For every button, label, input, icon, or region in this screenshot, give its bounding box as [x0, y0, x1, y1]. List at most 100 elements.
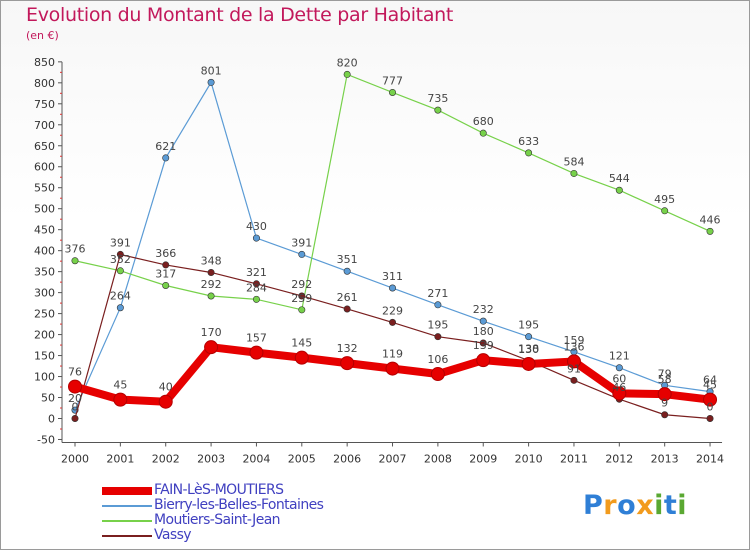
data-point-vassy: [434, 333, 442, 341]
y-tick-label: 700: [34, 119, 55, 132]
data-label-moutiers: 820: [337, 56, 358, 69]
data-point-fain: [249, 345, 264, 360]
data-label-moutiers: 633: [518, 135, 539, 148]
logo-letter: r: [603, 490, 618, 521]
data-label-bierry: 195: [518, 319, 539, 332]
x-tick-label: 2010: [515, 452, 543, 465]
data-point-fain: [566, 354, 581, 369]
data-label-vassy: 0: [707, 401, 714, 414]
data-point-vassy: [389, 318, 397, 326]
data-label-vassy: 0: [72, 401, 79, 414]
data-label-moutiers: 292: [201, 278, 222, 291]
x-tick-label: 2005: [288, 452, 316, 465]
data-label-vassy: 229: [382, 304, 403, 317]
data-label-fain: 139: [473, 339, 494, 352]
x-tick-label: 2008: [424, 452, 452, 465]
logo-letter: o: [617, 490, 637, 521]
data-label-vassy: 348: [201, 254, 222, 267]
data-label-moutiers: 352: [110, 253, 131, 266]
y-tick-label: 100: [34, 371, 55, 384]
data-point-moutiers: [661, 207, 669, 215]
y-tick-label: 200: [34, 329, 55, 342]
data-point-fain: [612, 386, 627, 401]
data-label-fain: 157: [246, 332, 267, 345]
data-label-vassy: 138: [518, 343, 539, 356]
data-point-moutiers: [479, 129, 487, 137]
x-tick-label: 2006: [333, 452, 361, 465]
data-point-moutiers: [116, 267, 124, 275]
data-label-bierry: 159: [563, 334, 584, 347]
legend-swatch-bierry: [102, 505, 152, 507]
data-point-fain: [521, 356, 536, 371]
data-label-bierry: 121: [609, 350, 630, 363]
y-tick-label: 400: [34, 245, 55, 258]
y-tick-label: 650: [34, 140, 55, 153]
proxiti-logo: Proxiti: [583, 490, 687, 521]
y-tick-label: 350: [34, 266, 55, 279]
data-label-vassy: 321: [246, 266, 267, 279]
data-label-moutiers: 317: [155, 267, 176, 280]
data-label-bierry: 264: [110, 290, 131, 303]
data-point-moutiers: [570, 169, 578, 177]
data-label-bierry: 311: [382, 270, 403, 283]
logo-letter: i: [654, 490, 664, 521]
y-tick-label: 450: [34, 224, 55, 237]
y-tick-label: 600: [34, 161, 55, 174]
data-point-bierry: [525, 333, 533, 341]
y-tick-label: 150: [34, 350, 55, 363]
data-point-moutiers: [343, 70, 351, 78]
data-label-fain: 40: [159, 381, 173, 394]
data-label-bierry: 79: [658, 367, 672, 380]
data-point-vassy: [207, 268, 215, 276]
data-label-moutiers: 777: [382, 74, 403, 87]
y-tick-label: 850: [34, 56, 55, 69]
data-label-vassy: 366: [155, 247, 176, 260]
data-point-bierry: [298, 250, 306, 258]
data-point-fain: [294, 350, 309, 365]
data-label-fain: 45: [113, 379, 127, 392]
data-label-moutiers: 584: [563, 155, 584, 168]
y-tick-label: 550: [34, 182, 55, 195]
data-label-moutiers: 735: [427, 92, 448, 105]
data-label-fain: 119: [382, 348, 403, 361]
data-point-vassy: [570, 376, 578, 384]
y-tick-label: 500: [34, 203, 55, 216]
data-point-bierry: [479, 317, 487, 325]
x-tick-label: 2000: [61, 452, 89, 465]
x-tick-label: 2014: [696, 452, 724, 465]
data-point-vassy: [298, 292, 306, 300]
x-tick-label: 2011: [560, 452, 588, 465]
data-label-bierry: 20: [68, 392, 82, 405]
y-tick-label: 800: [34, 77, 55, 90]
data-label-fain: 136: [563, 340, 584, 353]
data-point-fain: [385, 361, 400, 376]
data-label-fain: 145: [291, 337, 312, 350]
y-tick-label: 50: [41, 392, 55, 405]
data-point-bierry: [116, 304, 124, 312]
data-label-fain: 130: [518, 343, 539, 356]
data-point-fain: [340, 356, 355, 371]
data-label-vassy: 292: [291, 278, 312, 291]
y-tick-label: 300: [34, 287, 55, 300]
data-point-moutiers: [207, 292, 215, 300]
data-point-fain: [703, 392, 718, 407]
legend-swatch-moutiers: [102, 520, 152, 522]
logo-letter: i: [677, 490, 688, 521]
data-point-fain: [657, 387, 672, 402]
data-point-bierry: [207, 78, 215, 86]
x-tick-label: 2002: [152, 452, 180, 465]
data-point-vassy: [479, 339, 487, 347]
data-point-vassy: [661, 411, 669, 419]
x-tick-label: 2007: [379, 452, 407, 465]
data-point-vassy: [162, 261, 170, 269]
legend-label-vassy: Vassy: [154, 527, 192, 543]
data-point-moutiers: [162, 281, 170, 289]
x-tick-label: 2009: [469, 452, 497, 465]
data-point-vassy: [252, 280, 260, 288]
data-label-bierry: 621: [155, 140, 176, 153]
data-label-fain: 132: [337, 342, 358, 355]
data-point-vassy: [343, 305, 351, 313]
data-point-fain: [158, 394, 173, 409]
